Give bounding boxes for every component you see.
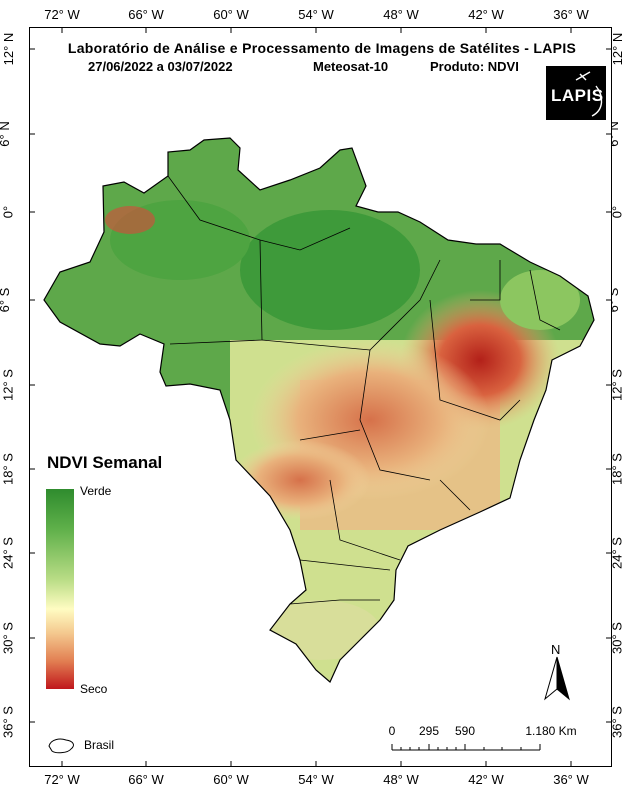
lon-label: 72° W — [44, 7, 80, 22]
colorbar-high-label: Verde — [80, 484, 112, 498]
scale-tick: 0 — [388, 724, 396, 738]
lon-label: 66° W — [128, 772, 164, 787]
lapis-logo: LAPIS — [546, 66, 606, 120]
north-arrow-icon — [544, 656, 570, 701]
scale-tick: 590 — [454, 724, 476, 738]
lon-label: 48° W — [383, 7, 419, 22]
scale-bar — [391, 744, 541, 751]
period-label: 27/06/2022 a 03/07/2022 — [88, 59, 233, 74]
lon-label: 60° W — [213, 7, 249, 22]
colorbar-low-label: Seco — [80, 682, 108, 696]
brasil-outline-icon — [48, 738, 74, 754]
brasil-legend-label: Brasil — [84, 738, 115, 752]
ndvi-colorbar — [46, 489, 74, 689]
satellite-icon — [575, 71, 603, 117]
scale-tick: 1.180 Km — [525, 724, 577, 738]
lon-label: 42° W — [468, 772, 504, 787]
lon-label: 54° W — [298, 7, 334, 22]
lon-label: 72° W — [44, 772, 80, 787]
legend-title: NDVI Semanal — [47, 453, 163, 472]
scale-tick: 295 — [418, 724, 440, 738]
lon-label: 42° W — [468, 7, 504, 22]
lon-label: 36° W — [553, 7, 589, 22]
lon-label: 54° W — [298, 772, 334, 787]
product-label: Produto: NDVI — [430, 59, 519, 74]
satellite-label: Meteosat-10 — [313, 59, 389, 74]
map-title: Laboratório de Análise e Processamento d… — [67, 40, 577, 56]
north-label: N — [551, 642, 561, 657]
lon-label: 48° W — [383, 772, 419, 787]
lon-label: 66° W — [128, 7, 164, 22]
lon-label: 60° W — [213, 772, 249, 787]
lon-label: 36° W — [553, 772, 589, 787]
